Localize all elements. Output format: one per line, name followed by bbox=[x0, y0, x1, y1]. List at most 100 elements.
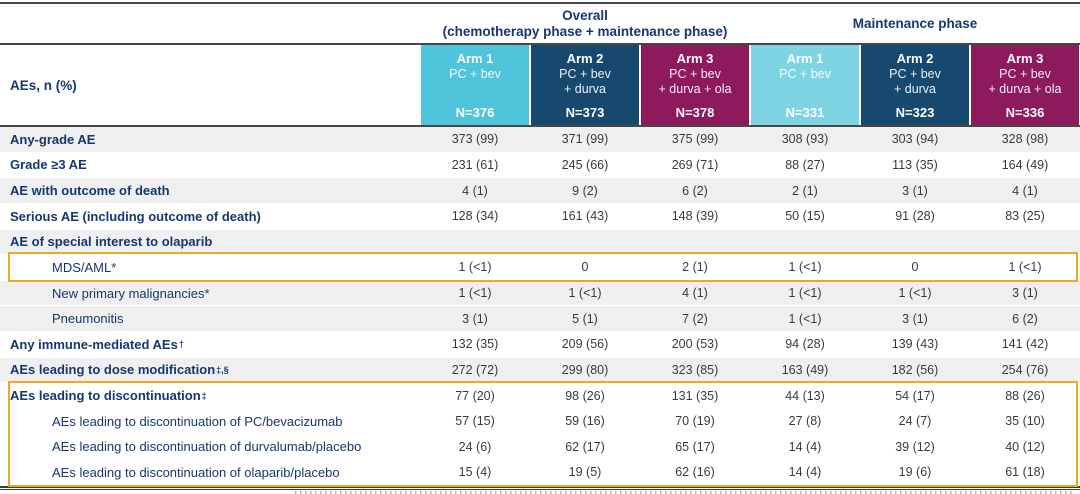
arm-regimen-line: PC + bev bbox=[559, 67, 611, 81]
value-cell: 1 (<1) bbox=[788, 311, 822, 326]
arm-regimen-line: + durva bbox=[893, 82, 937, 96]
value-cell: 19 (6) bbox=[898, 465, 932, 480]
footnote-clipped-text bbox=[295, 491, 1074, 494]
row-label-text: AE of special interest to olaparib bbox=[10, 234, 213, 250]
value-cell: 40 (12) bbox=[1005, 439, 1045, 454]
value-cell: 245 (66) bbox=[561, 157, 609, 172]
row-label: AEs leading to discontinuation of olapar… bbox=[0, 460, 420, 485]
group-header-maintenance: Maintenance phase bbox=[750, 4, 1080, 43]
arm-regimen-line: + durva + ola bbox=[988, 82, 1062, 96]
row-label-text: New primary malignancies* bbox=[52, 285, 210, 301]
arm-header-cell: Arm 2 PC + bev + durva N=373 bbox=[531, 45, 639, 125]
table-row: AEs leading to discontinuation ‡ 77 (20) 98… bbox=[0, 383, 1080, 409]
value-cell: 44 (13) bbox=[785, 388, 825, 403]
table-row: AE of special interest to olaparib bbox=[0, 229, 1080, 256]
value-cell: 141 (42) bbox=[1001, 337, 1049, 352]
value-cell: 88 (27) bbox=[785, 157, 825, 172]
value-cell bbox=[530, 230, 640, 255]
value-cell: 164 (49) bbox=[1001, 157, 1049, 172]
row-label-text: Grade ≥3 AE bbox=[10, 157, 87, 173]
value-cell bbox=[970, 230, 1080, 255]
value-cell: 88 (26) bbox=[1005, 388, 1045, 403]
arm-name: Arm 3 bbox=[676, 51, 714, 66]
row-label: AEs leading to discontinuation of PC/bev… bbox=[0, 409, 420, 434]
value-cell: 5 (1) bbox=[572, 311, 598, 326]
value-cell: 308 (93) bbox=[781, 132, 829, 147]
arm-name: Arm 2 bbox=[566, 51, 604, 66]
arm-n-label: N=378 bbox=[675, 105, 715, 120]
table-row: Any immune-mediated AEs † 132 (35) 209 (56)… bbox=[0, 332, 1080, 358]
arm-regimen-line: PC + bev bbox=[669, 67, 721, 81]
row-label: Pneumonitis bbox=[0, 306, 420, 331]
arm-header-cell: Arm 3 PC + bev + durva + ola N=378 bbox=[641, 45, 749, 125]
value-cell: 14 (4) bbox=[788, 465, 822, 480]
row-label-text: Any-grade AE bbox=[10, 131, 96, 147]
value-cell: 272 (72) bbox=[451, 362, 499, 377]
group-header-maintenance-title: Maintenance phase bbox=[852, 15, 978, 31]
value-cell: 139 (43) bbox=[891, 337, 939, 352]
group-header-overall: Overall (chemotherapy phase + maintenanc… bbox=[420, 4, 750, 43]
row-label-text: AE with outcome of death bbox=[10, 183, 170, 199]
value-cell: 373 (99) bbox=[451, 132, 499, 147]
table-row: AE with outcome of death 4 (1) 9 (2) 6 (2) 2… bbox=[0, 178, 1080, 204]
value-cell: 1 (<1) bbox=[458, 260, 492, 275]
group-header-row: Overall (chemotherapy phase + maintenanc… bbox=[0, 4, 1080, 43]
value-cell: 14 (4) bbox=[788, 439, 822, 454]
value-cell: 128 (34) bbox=[451, 209, 499, 224]
value-cell bbox=[860, 230, 970, 255]
arm-n-label: N=376 bbox=[455, 105, 495, 120]
value-cell: 94 (28) bbox=[785, 337, 825, 352]
value-cell: 3 (1) bbox=[1012, 286, 1038, 301]
value-cell: 77 (20) bbox=[455, 388, 495, 403]
group-header-overall-title: Overall bbox=[562, 7, 608, 23]
value-cell: 61 (18) bbox=[1005, 465, 1045, 480]
row-header-label: AEs, n (%) bbox=[10, 77, 77, 93]
arm-header-cell: Arm 3 PC + bev + durva + ola N=336 bbox=[971, 45, 1079, 125]
row-label: Serious AE (including outcome of death) bbox=[0, 204, 420, 229]
table-row: Any-grade AE 373 (99) 371 (99) 375 (99) 308 … bbox=[0, 127, 1080, 153]
row-label: AEs leading to discontinuation ‡ bbox=[10, 388, 207, 404]
value-cell: 62 (17) bbox=[565, 439, 605, 454]
table-row: Serious AE (including outcome of death) 1… bbox=[0, 204, 1080, 230]
arm-header-cell: Arm 1 PC + bev N=331 bbox=[751, 45, 859, 125]
row-label-text: AEs leading to discontinuation of durval… bbox=[52, 439, 362, 455]
row-label: AEs leading to discontinuation of durval… bbox=[0, 435, 420, 460]
group-header-rule bbox=[0, 43, 1080, 45]
value-cell: 1 (<1) bbox=[788, 286, 822, 301]
value-cell: 4 (1) bbox=[462, 183, 488, 198]
row-label-text: AEs leading to discontinuation of PC/bev… bbox=[52, 413, 343, 429]
row-label: MDS/AML* bbox=[0, 255, 420, 280]
value-cell: 163 (49) bbox=[781, 362, 829, 377]
arm-header-row: AEs, n (%) Arm 1 PC + bev N=376 Arm 2 PC + b… bbox=[0, 45, 1080, 125]
arm-n-label: N=373 bbox=[565, 105, 605, 120]
value-cell: 303 (94) bbox=[891, 132, 939, 147]
value-cell: 6 (2) bbox=[1012, 311, 1038, 326]
value-cell: 161 (43) bbox=[561, 209, 609, 224]
value-cell: 1 (<1) bbox=[898, 286, 932, 301]
group-header-spacer bbox=[0, 4, 420, 43]
value-cell: 299 (80) bbox=[561, 362, 609, 377]
arm-regimen-line: PC + bev bbox=[449, 67, 501, 81]
table-body: Any-grade AE 373 (99) 371 (99) 375 (99) 308 … bbox=[0, 127, 1080, 486]
table-row: AEs leading to discontinuation of durval… bbox=[0, 435, 1080, 461]
arm-regimen-line: + durva bbox=[563, 82, 607, 96]
value-cell: 231 (61) bbox=[451, 157, 499, 172]
value-cell: 2 (1) bbox=[682, 260, 708, 275]
row-label: Grade ≥3 AE bbox=[0, 153, 420, 178]
value-cell: 39 (12) bbox=[895, 439, 935, 454]
value-cell: 209 (56) bbox=[561, 337, 609, 352]
value-cell: 57 (15) bbox=[455, 414, 495, 429]
row-label: AE with outcome of death bbox=[0, 178, 420, 203]
value-cell: 59 (16) bbox=[565, 414, 605, 429]
value-cell: 19 (5) bbox=[568, 465, 602, 480]
arm-header-cell: Arm 2 PC + bev + durva N=323 bbox=[861, 45, 969, 125]
table-row: AEs leading to dose modification ‡,§ 272 (… bbox=[0, 357, 1080, 384]
value-cell: 254 (76) bbox=[1001, 362, 1049, 377]
value-cell: 27 (8) bbox=[788, 414, 822, 429]
value-cell: 70 (19) bbox=[675, 414, 715, 429]
value-cell: 1 (<1) bbox=[788, 260, 822, 275]
value-cell: 35 (10) bbox=[1005, 414, 1045, 429]
value-cell: 375 (99) bbox=[671, 132, 719, 147]
table-row: AEs leading to discontinuation of PC/bev… bbox=[0, 409, 1080, 435]
row-label-text: AEs leading to discontinuation bbox=[10, 388, 201, 404]
